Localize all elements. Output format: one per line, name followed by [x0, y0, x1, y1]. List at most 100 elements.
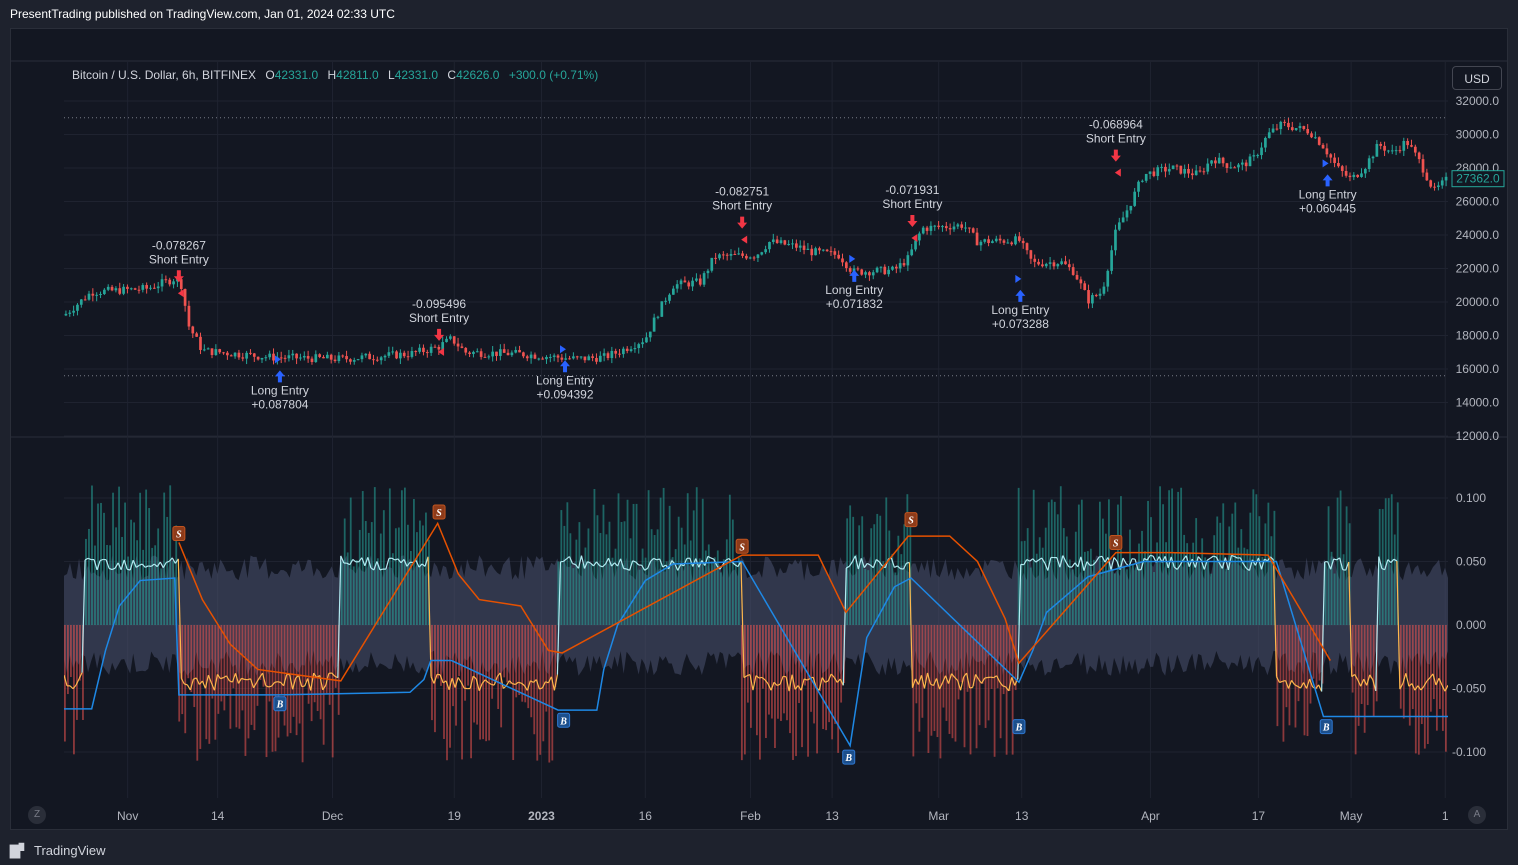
- histogram-bar-negative: [804, 625, 806, 686]
- candle-body: [241, 357, 245, 359]
- candle-body: [1102, 286, 1106, 294]
- candle-body: [683, 280, 687, 283]
- zoom-reset-button[interactable]: Z: [28, 806, 46, 824]
- histogram-bar-negative: [954, 625, 957, 742]
- candle-body: [1256, 155, 1260, 157]
- oscillator-line-segment: [195, 677, 200, 685]
- histogram-bar-positive: [1336, 497, 1339, 625]
- short-entry-label: Short Entry: [1086, 132, 1146, 146]
- oscillator-line-segment: [1378, 556, 1383, 569]
- candle-body: [325, 354, 329, 359]
- histogram-bar-negative: [184, 625, 187, 734]
- candle-body: [1206, 163, 1210, 172]
- oscillator-line-segment: [234, 673, 240, 684]
- candle-body: [837, 254, 841, 259]
- histogram-bar-negative: [768, 625, 770, 715]
- candle-body: [1371, 156, 1375, 159]
- candle-body: [1087, 290, 1090, 304]
- histogram-bar-negative: [1291, 625, 1294, 683]
- oscillator-line-segment: [1294, 684, 1298, 687]
- candle-body: [606, 353, 610, 359]
- oscillator-line-segment: [587, 561, 591, 564]
- candle-body: [1091, 295, 1094, 304]
- oscillator-line-segment: [518, 681, 522, 684]
- candle-body: [118, 288, 122, 294]
- oscillator-line-segment: [1179, 559, 1184, 566]
- histogram-bar-positive: [734, 563, 737, 625]
- currency-button[interactable]: USD: [1452, 66, 1502, 90]
- oscillator-line-segment: [632, 560, 636, 563]
- candle-body: [479, 351, 483, 357]
- candle-body: [1229, 167, 1233, 169]
- oscillator-line-segment: [111, 567, 116, 571]
- candle-body: [652, 317, 656, 332]
- histogram-bar-negative: [810, 625, 812, 712]
- histogram-bar-negative: [1408, 625, 1411, 726]
- candle-body: [687, 282, 691, 287]
- histogram-bar-negative: [1011, 625, 1014, 755]
- candle-body: [660, 301, 664, 317]
- histogram-bar-positive: [1234, 502, 1237, 625]
- histogram-bar-positive: [1345, 506, 1348, 625]
- histogram-bar-negative: [527, 625, 530, 709]
- candle-body: [1141, 180, 1144, 182]
- candle-body: [1133, 191, 1137, 206]
- footer-brand[interactable]: TradingView: [34, 843, 106, 858]
- candle-body: [818, 248, 821, 251]
- last-price-label: 27362.0: [1456, 172, 1500, 186]
- oscillator-line-segment: [547, 676, 552, 684]
- oscillator-line-segment: [674, 563, 679, 571]
- long-entry-flag-icon: [560, 345, 567, 354]
- candle-body: [1363, 168, 1367, 174]
- candle-body: [1340, 166, 1344, 171]
- oscillator-line-segment: [472, 675, 477, 680]
- candle-body: [1067, 264, 1071, 268]
- histogram-bar-positive: [581, 563, 584, 625]
- candle-body: [1390, 150, 1394, 152]
- candle-body: [433, 346, 437, 348]
- oscillator-line-segment: [677, 564, 682, 571]
- candle-body: [1337, 163, 1340, 167]
- candle-body: [1198, 170, 1202, 172]
- candle-body: [1160, 166, 1163, 168]
- oscillator-line-segment: [93, 559, 98, 571]
- candle-body: [264, 357, 268, 359]
- candle-body: [414, 351, 418, 353]
- candle-body: [233, 352, 237, 357]
- auto-scale-button[interactable]: A: [1468, 806, 1486, 824]
- candle-body: [1356, 174, 1360, 177]
- oscillator-line-segment: [911, 678, 917, 688]
- oscillator-line-segment: [349, 559, 354, 565]
- oscillator-line-segment: [580, 555, 586, 569]
- histogram-bar-positive: [1201, 538, 1204, 625]
- candle-body: [1152, 171, 1156, 176]
- candle-body: [944, 226, 948, 229]
- histogram-bar-positive: [1126, 569, 1128, 625]
- sell-marker-letter: S: [1113, 538, 1119, 549]
- candle-body: [760, 252, 764, 255]
- short-entry-arrow-icon: [737, 216, 748, 229]
- long-entry-arrow-icon: [560, 360, 571, 373]
- oscillator-line-segment: [1213, 555, 1217, 558]
- candle-body: [856, 268, 860, 270]
- oscillator-line-segment: [1041, 557, 1046, 564]
- candle-body: [1425, 172, 1429, 181]
- candle-body: [998, 238, 1002, 241]
- candle-body: [971, 228, 975, 233]
- histogram-bar-positive: [692, 510, 695, 625]
- oscillator-line-segment: [1032, 558, 1037, 563]
- oscillator-line-segment: [379, 568, 384, 571]
- candle-body: [1375, 143, 1379, 157]
- x-tick-label: 16: [639, 809, 653, 823]
- candle-body: [183, 289, 187, 306]
- candle-body: [675, 284, 679, 289]
- oscillator-line-segment: [1315, 684, 1320, 690]
- histogram-bar-positive: [680, 527, 683, 625]
- sell-marker: [432, 504, 446, 520]
- histogram-bar-negative: [533, 625, 536, 735]
- candle-body: [1221, 157, 1225, 164]
- oscillator-line-segment: [1426, 677, 1431, 682]
- oscillator-line-segment: [150, 563, 155, 567]
- candle-body: [1017, 236, 1021, 241]
